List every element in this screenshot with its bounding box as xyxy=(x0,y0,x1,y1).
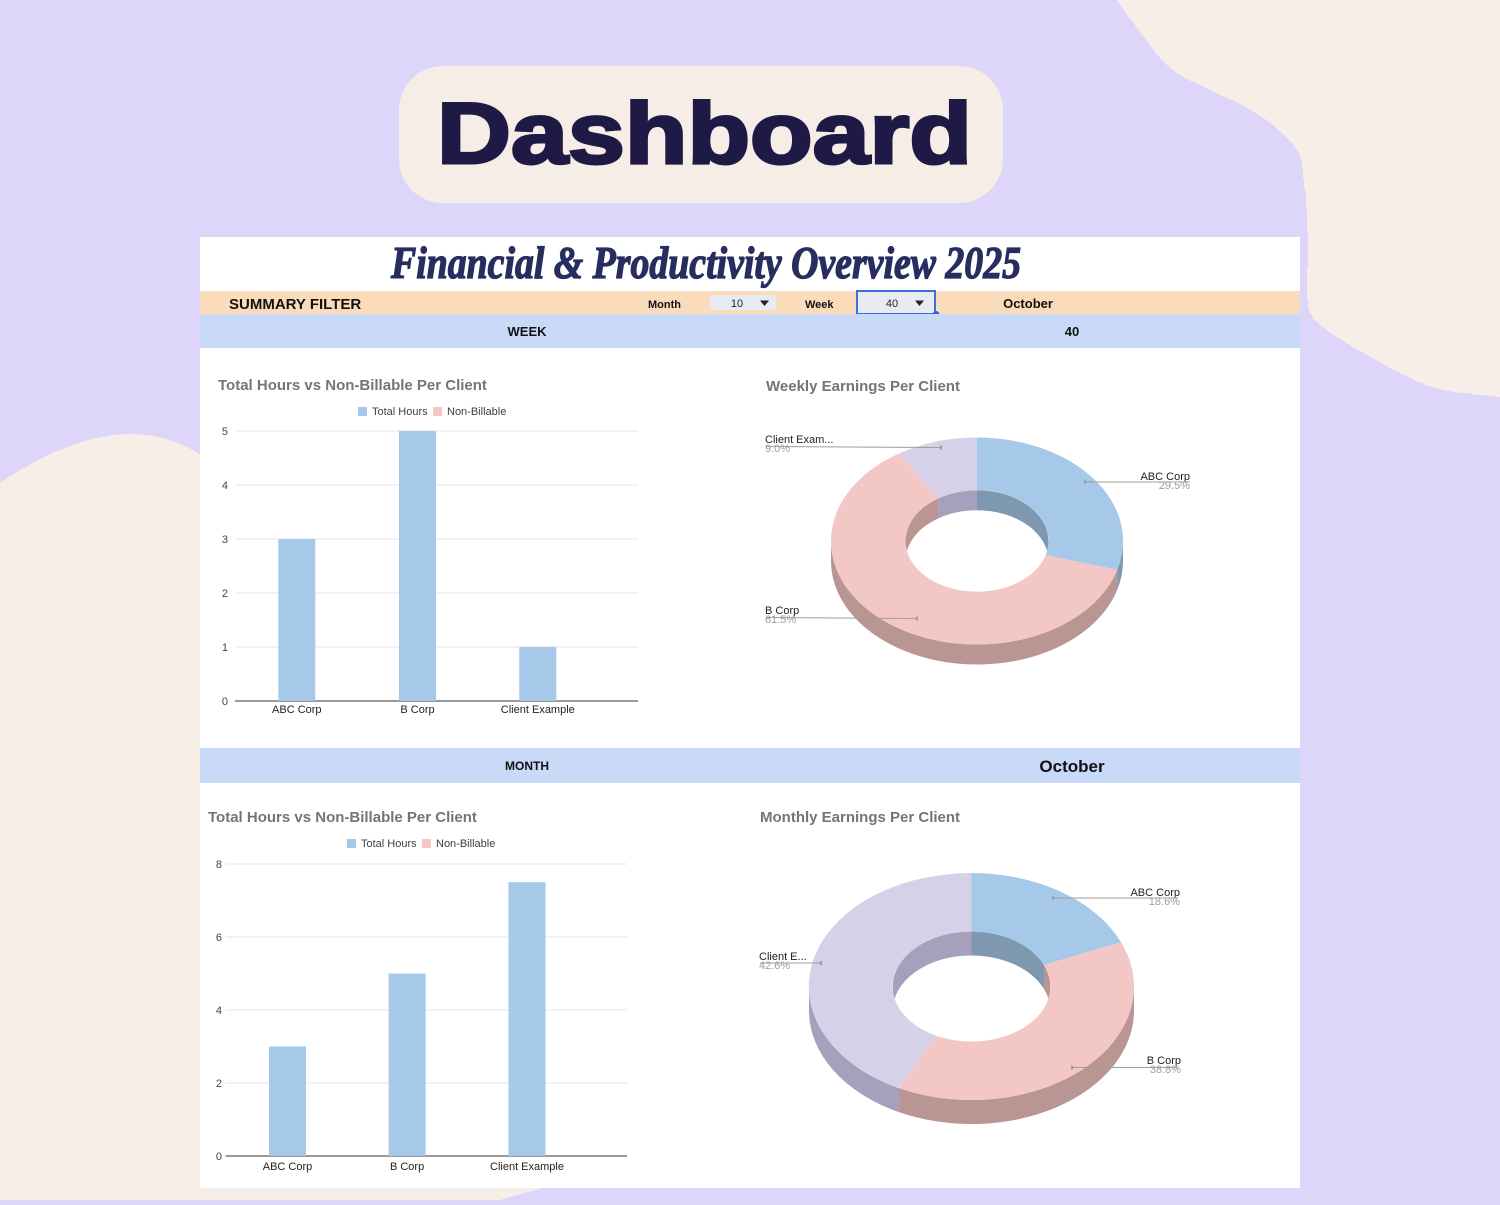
svg-text:ABC Corp: ABC Corp xyxy=(272,704,322,716)
svg-text:6: 6 xyxy=(216,932,222,944)
svg-text:4: 4 xyxy=(222,480,228,492)
svg-text:61.5%: 61.5% xyxy=(765,614,796,626)
svg-text:Total Hours: Total Hours xyxy=(372,406,428,418)
svg-text:0: 0 xyxy=(216,1151,222,1163)
svg-text:Dashboard: Dashboard xyxy=(437,86,972,182)
svg-text:Client Example: Client Example xyxy=(501,704,575,716)
svg-text:40: 40 xyxy=(1065,324,1079,339)
svg-text:Non-Billable: Non-Billable xyxy=(447,406,506,418)
svg-text:2: 2 xyxy=(222,588,228,600)
svg-text:ABC Corp: ABC Corp xyxy=(263,1161,313,1173)
svg-text:42.6%: 42.6% xyxy=(759,960,790,972)
svg-text:0: 0 xyxy=(222,696,228,708)
svg-text:29.5%: 29.5% xyxy=(1159,480,1190,492)
svg-text:Month: Month xyxy=(648,299,681,311)
svg-text:B Corp: B Corp xyxy=(400,704,434,716)
svg-text:3: 3 xyxy=(222,534,228,546)
svg-text:B Corp: B Corp xyxy=(1147,1055,1181,1067)
svg-text:8: 8 xyxy=(216,859,222,871)
svg-text:October: October xyxy=(1003,296,1053,311)
svg-text:18.6%: 18.6% xyxy=(1149,896,1180,908)
svg-text:B Corp: B Corp xyxy=(765,605,799,617)
svg-text:Weekly Earnings Per Client: Weekly Earnings Per Client xyxy=(766,378,960,395)
svg-text:ABC Corp: ABC Corp xyxy=(1130,887,1180,899)
svg-text:MONTH: MONTH xyxy=(505,759,549,773)
svg-text:40: 40 xyxy=(886,298,898,310)
svg-text:Total Hours vs Non-Billable Pe: Total Hours vs Non-Billable Per Client xyxy=(208,809,477,826)
svg-text:38.8%: 38.8% xyxy=(1150,1064,1181,1076)
svg-text:1: 1 xyxy=(222,642,228,654)
svg-text:SUMMARY FILTER: SUMMARY FILTER xyxy=(229,296,361,313)
svg-text:Total Hours: Total Hours xyxy=(361,838,417,850)
svg-text:Financial & Productivity Overv: Financial & Productivity Overview 2025 xyxy=(390,237,1021,288)
svg-text:2: 2 xyxy=(216,1078,222,1090)
svg-text:October: October xyxy=(1039,757,1105,776)
svg-text:WEEK: WEEK xyxy=(508,324,548,339)
svg-text:10: 10 xyxy=(731,298,743,310)
svg-text:Monthly Earnings Per Client: Monthly Earnings Per Client xyxy=(760,809,960,826)
svg-text:Total Hours vs Non-Billable Pe: Total Hours vs Non-Billable Per Client xyxy=(218,377,487,394)
svg-text:B Corp: B Corp xyxy=(390,1161,424,1173)
svg-text:ABC Corp: ABC Corp xyxy=(1140,471,1190,483)
svg-text:Client E...: Client E... xyxy=(759,951,807,963)
svg-text:Non-Billable: Non-Billable xyxy=(436,838,495,850)
svg-text:Week: Week xyxy=(805,299,834,311)
svg-text:5: 5 xyxy=(222,426,228,438)
svg-text:Client Exam...: Client Exam... xyxy=(765,434,833,446)
svg-text:Client Example: Client Example xyxy=(490,1161,564,1173)
svg-text:9.0%: 9.0% xyxy=(765,443,790,455)
svg-text:4: 4 xyxy=(216,1005,222,1017)
